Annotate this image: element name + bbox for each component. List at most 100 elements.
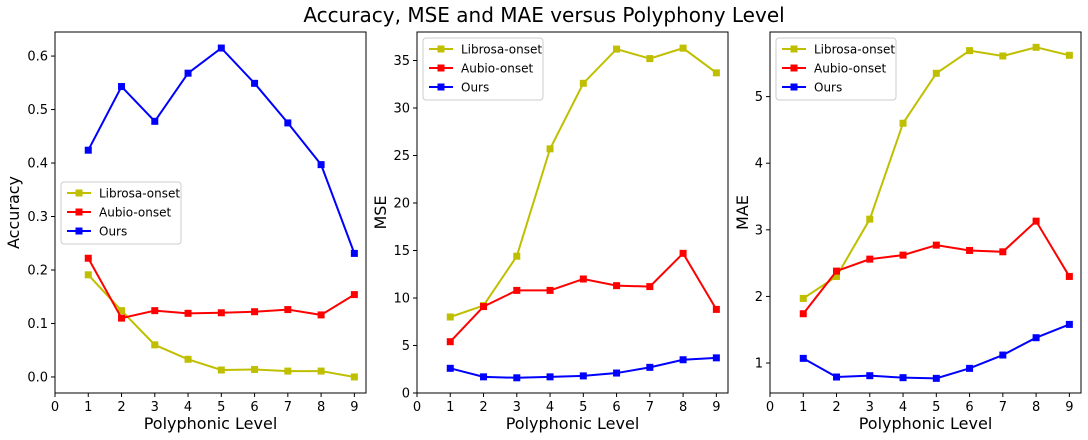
series-line-aubio-onset — [802, 219, 1071, 315]
axes-frame — [416, 31, 729, 394]
y-tick-label: 0.6 — [27, 50, 48, 65]
data-point — [317, 367, 325, 375]
data-point — [217, 309, 225, 317]
data-point — [899, 119, 907, 127]
x-tick-label: 2 — [479, 400, 487, 415]
data-point — [317, 161, 325, 169]
x-tick-label: 2 — [832, 400, 840, 415]
data-point — [350, 373, 358, 381]
x-tick-label: 7 — [284, 400, 292, 415]
data-point — [350, 249, 358, 257]
data-point — [1032, 217, 1040, 225]
data-point — [866, 215, 874, 223]
axes-frame — [54, 31, 367, 394]
y-axis-label: MSE — [371, 195, 390, 229]
data-point — [646, 55, 654, 63]
legend-marker — [790, 64, 798, 72]
x-tick-label: 8 — [679, 400, 687, 415]
y-tick-label: 0.4 — [27, 157, 48, 172]
data-point — [480, 373, 488, 381]
data-point — [966, 47, 974, 55]
data-point — [679, 356, 687, 364]
figure-title: Accuracy, MSE and MAE versus Polyphony L… — [303, 3, 785, 27]
data-point — [546, 373, 554, 381]
data-point — [284, 367, 292, 375]
data-point — [546, 145, 554, 153]
data-point — [84, 271, 92, 279]
data-point — [866, 255, 874, 263]
legend-marker — [75, 227, 83, 235]
x-tick-label: 4 — [899, 400, 907, 415]
y-tick-label: 0 — [402, 387, 410, 402]
data-point — [446, 364, 454, 372]
data-point — [833, 373, 841, 381]
legend-label: Aubio-onset — [99, 206, 171, 220]
y-tick-label: 30 — [393, 102, 410, 117]
legend-label: Ours — [99, 225, 127, 239]
data-point — [513, 252, 521, 260]
legend-marker — [437, 83, 445, 91]
y-tick-label: 15 — [393, 244, 410, 259]
data-point — [84, 254, 92, 262]
series-line-aubio-onset — [87, 257, 355, 320]
x-tick-label: 6 — [250, 400, 258, 415]
x-tick-label: 2 — [117, 400, 125, 415]
data-point — [999, 248, 1007, 256]
legend-label: Ours — [461, 81, 489, 95]
y-tick-label: 5 — [755, 90, 763, 105]
x-tick-label: 0 — [766, 400, 774, 415]
data-point — [151, 307, 159, 315]
legend-box — [422, 37, 544, 101]
y-tick-label: 20 — [393, 197, 410, 212]
y-tick-label: 4 — [755, 157, 763, 172]
data-point — [833, 272, 841, 280]
x-tick-label: 5 — [579, 400, 587, 415]
data-point — [932, 241, 940, 249]
data-point — [999, 351, 1007, 359]
y-axis-label: Accuracy — [4, 176, 23, 249]
x-tick-label: 1 — [446, 400, 454, 415]
legend-box — [60, 181, 182, 245]
data-point — [679, 249, 687, 257]
y-tick-label: 0.5 — [27, 103, 48, 118]
data-point — [217, 44, 225, 52]
x-tick-label: 0 — [413, 400, 421, 415]
y-tick-label: 10 — [393, 292, 410, 307]
data-point — [1065, 51, 1073, 59]
x-tick-label: 1 — [799, 400, 807, 415]
x-tick-label: 6 — [965, 400, 973, 415]
data-point — [284, 119, 292, 127]
legend-label: Aubio-onset — [461, 62, 533, 76]
y-tick-label: 0.0 — [27, 370, 48, 385]
data-point — [546, 286, 554, 294]
data-point — [646, 283, 654, 291]
x-tick-label: 3 — [866, 400, 874, 415]
data-point — [579, 79, 587, 87]
data-point — [251, 365, 259, 373]
x-tick-label: 4 — [546, 400, 554, 415]
legend-label: Librosa-onset — [461, 43, 542, 57]
series-line-ours — [802, 323, 1070, 380]
data-point — [446, 313, 454, 321]
legend-label: Librosa-onset — [814, 43, 895, 57]
data-point — [251, 79, 259, 87]
x-axis-label: Polyphonic Level — [506, 414, 640, 433]
data-point — [799, 310, 807, 318]
y-tick-label: 35 — [393, 54, 410, 69]
data-point — [446, 338, 454, 346]
axes-frame — [769, 31, 1082, 394]
data-point — [712, 69, 720, 77]
x-tick-label: 1 — [84, 400, 92, 415]
data-point — [799, 294, 807, 302]
data-point — [1032, 334, 1040, 342]
legend-marker — [437, 64, 445, 72]
data-point — [151, 341, 159, 349]
data-point — [966, 364, 974, 372]
data-point — [118, 307, 126, 315]
data-point — [613, 45, 621, 53]
data-point — [1032, 43, 1040, 51]
x-axis-label: Polyphonic Level — [144, 414, 278, 433]
